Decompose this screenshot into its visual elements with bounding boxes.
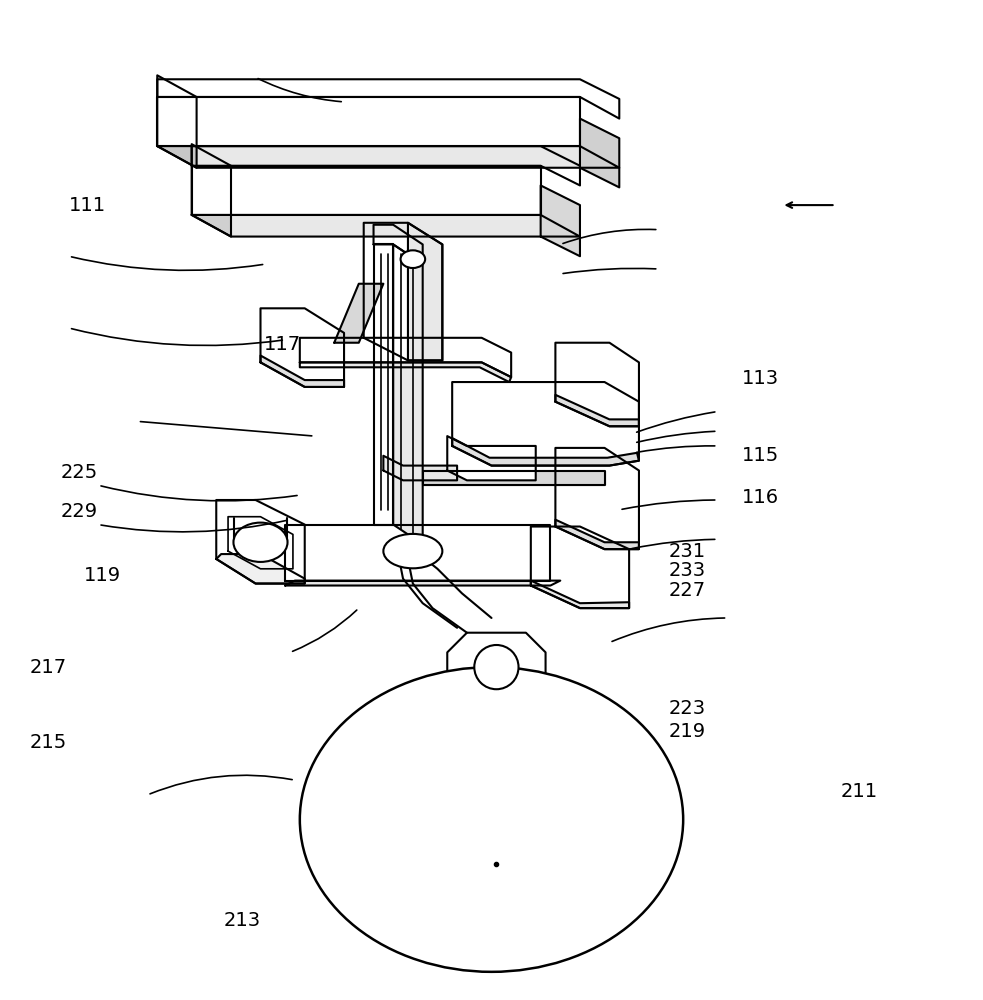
Text: 117: 117	[263, 335, 301, 354]
Polygon shape	[300, 338, 511, 377]
Text: 227: 227	[668, 581, 706, 600]
Polygon shape	[334, 284, 383, 343]
Polygon shape	[260, 355, 344, 387]
Polygon shape	[260, 308, 344, 387]
Polygon shape	[447, 436, 536, 480]
Polygon shape	[580, 119, 619, 187]
Polygon shape	[285, 525, 550, 581]
Polygon shape	[157, 79, 619, 119]
Polygon shape	[216, 554, 305, 584]
Polygon shape	[452, 382, 639, 466]
Ellipse shape	[400, 250, 425, 268]
Text: 111: 111	[69, 196, 106, 215]
Polygon shape	[555, 520, 639, 549]
Text: 119: 119	[84, 566, 121, 585]
Polygon shape	[447, 633, 546, 702]
Polygon shape	[192, 144, 231, 237]
Polygon shape	[157, 146, 619, 168]
Polygon shape	[555, 448, 639, 549]
Polygon shape	[216, 500, 305, 584]
Polygon shape	[285, 581, 560, 586]
Ellipse shape	[474, 645, 519, 689]
Ellipse shape	[383, 534, 442, 568]
Polygon shape	[192, 166, 541, 215]
Text: 215: 215	[29, 733, 67, 752]
Polygon shape	[423, 471, 605, 485]
Polygon shape	[300, 362, 511, 382]
Polygon shape	[374, 225, 423, 264]
Polygon shape	[157, 97, 580, 146]
Polygon shape	[541, 185, 580, 256]
Text: 225: 225	[61, 463, 98, 482]
Polygon shape	[192, 215, 580, 237]
Polygon shape	[192, 146, 580, 185]
Text: 229: 229	[61, 502, 98, 521]
Polygon shape	[383, 456, 457, 480]
Polygon shape	[555, 395, 639, 426]
Polygon shape	[531, 527, 629, 608]
Text: 211: 211	[840, 782, 878, 801]
Polygon shape	[364, 223, 442, 360]
Polygon shape	[408, 223, 442, 360]
Polygon shape	[555, 343, 639, 426]
Polygon shape	[374, 244, 393, 525]
Text: 217: 217	[29, 658, 67, 677]
Text: 113: 113	[742, 369, 780, 388]
Text: 115: 115	[742, 446, 780, 465]
Text: 213: 213	[224, 911, 261, 930]
Polygon shape	[157, 75, 197, 168]
Polygon shape	[531, 581, 629, 608]
Text: 231: 231	[668, 542, 706, 561]
Text: 233: 233	[668, 561, 706, 580]
Text: 219: 219	[668, 722, 706, 741]
Ellipse shape	[234, 523, 288, 562]
Polygon shape	[452, 438, 639, 466]
Ellipse shape	[300, 667, 683, 972]
Text: 116: 116	[742, 488, 780, 507]
Polygon shape	[393, 244, 423, 544]
Text: 223: 223	[668, 699, 706, 718]
